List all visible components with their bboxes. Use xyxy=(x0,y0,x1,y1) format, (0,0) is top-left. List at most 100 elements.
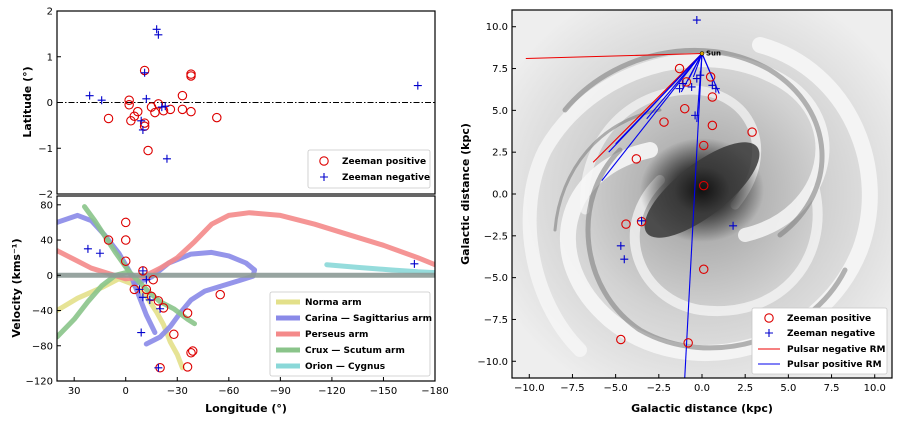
galaxy-y-tick-label: 2.5 xyxy=(492,148,508,159)
zeeman-positive-marker xyxy=(139,118,150,128)
spiral-arm-1 xyxy=(559,37,878,361)
zeeman-positive-marker xyxy=(698,264,709,275)
zeeman-negative-marker xyxy=(83,244,92,253)
zeeman-negative-marker xyxy=(711,84,720,93)
spiral-arm-3 xyxy=(629,175,823,317)
galaxy-legend-pulsar-positive-label: Pulsar positive RM xyxy=(787,360,882,370)
zeeman-negative-marker xyxy=(142,94,151,103)
zeeman-negative-marker xyxy=(142,275,151,284)
zeeman-positive-marker xyxy=(133,106,143,117)
pulsar-positive-sightline xyxy=(615,53,703,145)
galaxy-x-tick-label: 5.0 xyxy=(780,383,796,394)
velocity-x-tick-label: 0 xyxy=(123,386,129,397)
zeeman-negative-marker xyxy=(154,30,163,39)
zeeman-negative-marker xyxy=(691,111,700,120)
zeeman-positive-marker xyxy=(215,289,225,300)
galaxy-legend-negative-marker xyxy=(765,329,773,337)
zeeman-positive-marker xyxy=(616,334,626,345)
pulsar-negative-sightline xyxy=(592,53,703,163)
zeeman-negative-marker xyxy=(138,125,147,134)
zeeman-negative-marker xyxy=(679,79,687,88)
velocity-y-tick-label: −120 xyxy=(26,377,53,388)
velocity-panel: 80 40 0 −40 −80 −120 30 0 −30 −60 −90 −120 −150 −180… xyxy=(10,195,449,415)
zeeman-positive-marker xyxy=(153,296,164,306)
zeeman-negative-marker xyxy=(413,81,422,90)
zeeman-positive-marker xyxy=(707,120,718,131)
latitude-panel: 2 1 0 −1 −2 Latitude (°) Zeeman positive Zee… xyxy=(21,7,436,201)
velocity-y-tick-label: 40 xyxy=(40,236,53,247)
latitude-legend-negative-label: Zeeman negative xyxy=(342,173,430,183)
zeeman-negative-marker xyxy=(85,91,94,100)
zeeman-positive-marker xyxy=(103,113,114,124)
zeeman-negative-marker xyxy=(675,84,684,93)
legend-orion-label: Orion — Cygnus xyxy=(305,362,385,372)
velocity-x-tick-label: −90 xyxy=(270,386,291,397)
perseus-arm-curve xyxy=(57,210,435,282)
sun-marker xyxy=(699,51,705,56)
zeeman-positive-marker xyxy=(124,95,134,105)
zeeman-positive-marker xyxy=(126,116,136,126)
zeeman-negative-marker xyxy=(97,96,106,105)
galaxy-y-tick-label: 7.5 xyxy=(492,64,508,75)
zeeman-negative-marker xyxy=(708,81,717,90)
latitude-legend-box xyxy=(307,149,431,189)
velocity-x-tick-label: −150 xyxy=(370,386,397,397)
zeeman-negative-marker xyxy=(140,68,149,77)
pulsar-positive-sightline xyxy=(687,53,703,81)
zeeman-positive-marker xyxy=(679,103,690,114)
galaxy-y-tick-label: 10.0 xyxy=(486,22,508,33)
legend-carina-label: Carina — Sagittarius arm xyxy=(305,314,432,324)
zeeman-negative-marker xyxy=(729,221,738,230)
zeeman-positive-marker xyxy=(146,291,157,302)
zeeman-positive-marker xyxy=(103,235,114,245)
latitude-y-axis-label: Latitude (°) xyxy=(21,66,34,137)
galaxy-legend-box xyxy=(751,307,888,375)
pulsar-positive-sightline xyxy=(684,53,703,378)
zeeman-negative-marker xyxy=(145,295,154,304)
zeeman-positive-marker xyxy=(146,102,157,112)
galaxy-x-tick-label: 2.5 xyxy=(737,383,753,394)
crux-arm-curve xyxy=(82,204,132,275)
velocity-y-tick-label: 0 xyxy=(47,271,53,282)
zeeman-positive-marker xyxy=(674,63,685,74)
sun-label: Sun xyxy=(706,49,721,57)
zeeman-negative-marker xyxy=(637,216,646,225)
zeeman-positive-marker xyxy=(683,338,693,348)
orion-arm-curve xyxy=(324,262,435,276)
latitude-markers xyxy=(85,25,422,163)
zeeman-negative-marker xyxy=(137,116,146,125)
galaxy-y-tick-label: 5.0 xyxy=(492,106,508,117)
zeeman-negative-marker xyxy=(138,266,147,275)
galaxy-y-tick-label: −10.0 xyxy=(477,357,508,368)
galaxy-legend: Zeeman positive Zeeman negative Pulsar n… xyxy=(751,307,888,375)
velocity-y-tick-label: −80 xyxy=(32,341,53,352)
zeeman-positive-marker xyxy=(120,256,131,266)
zeeman-positive-marker xyxy=(681,77,692,87)
pulsar-positive-sightline xyxy=(696,53,703,123)
legend-perseus-label: Perseus arm xyxy=(305,330,368,340)
zeeman-negative-marker xyxy=(156,304,165,313)
velocity-x-tick-label: −120 xyxy=(318,386,345,397)
legend-norma-label: Norma arm xyxy=(305,298,362,308)
zeeman-positive-marker xyxy=(621,219,631,229)
zeeman-negative-marker xyxy=(95,249,104,258)
velocity-legend-box xyxy=(269,291,431,377)
zeeman-positive-marker xyxy=(631,154,642,164)
galaxy-y-tick-label: −5.0 xyxy=(484,273,508,284)
zeeman-positive-marker xyxy=(186,69,196,79)
zeeman-negative-marker xyxy=(161,102,170,111)
milky-way-background xyxy=(512,10,892,378)
velocity-x-tick-label: 30 xyxy=(68,386,81,397)
galaxy-markers xyxy=(616,16,757,348)
zeeman-positive-marker xyxy=(707,92,718,102)
legend-crux-label: Crux — Scutum arm xyxy=(305,346,405,356)
velocity-plot-frame xyxy=(56,195,436,382)
galaxy-legend-positive-marker xyxy=(764,313,774,323)
zeeman-positive-marker xyxy=(120,217,131,228)
galaxy-y-tick-label: −2.5 xyxy=(484,231,508,242)
velocity-x-tick-label: −30 xyxy=(167,386,188,397)
zeeman-positive-marker xyxy=(187,346,198,356)
zeeman-negative-marker xyxy=(154,363,163,372)
latitude-legend: Zeeman positive Zeeman negative xyxy=(307,149,431,189)
